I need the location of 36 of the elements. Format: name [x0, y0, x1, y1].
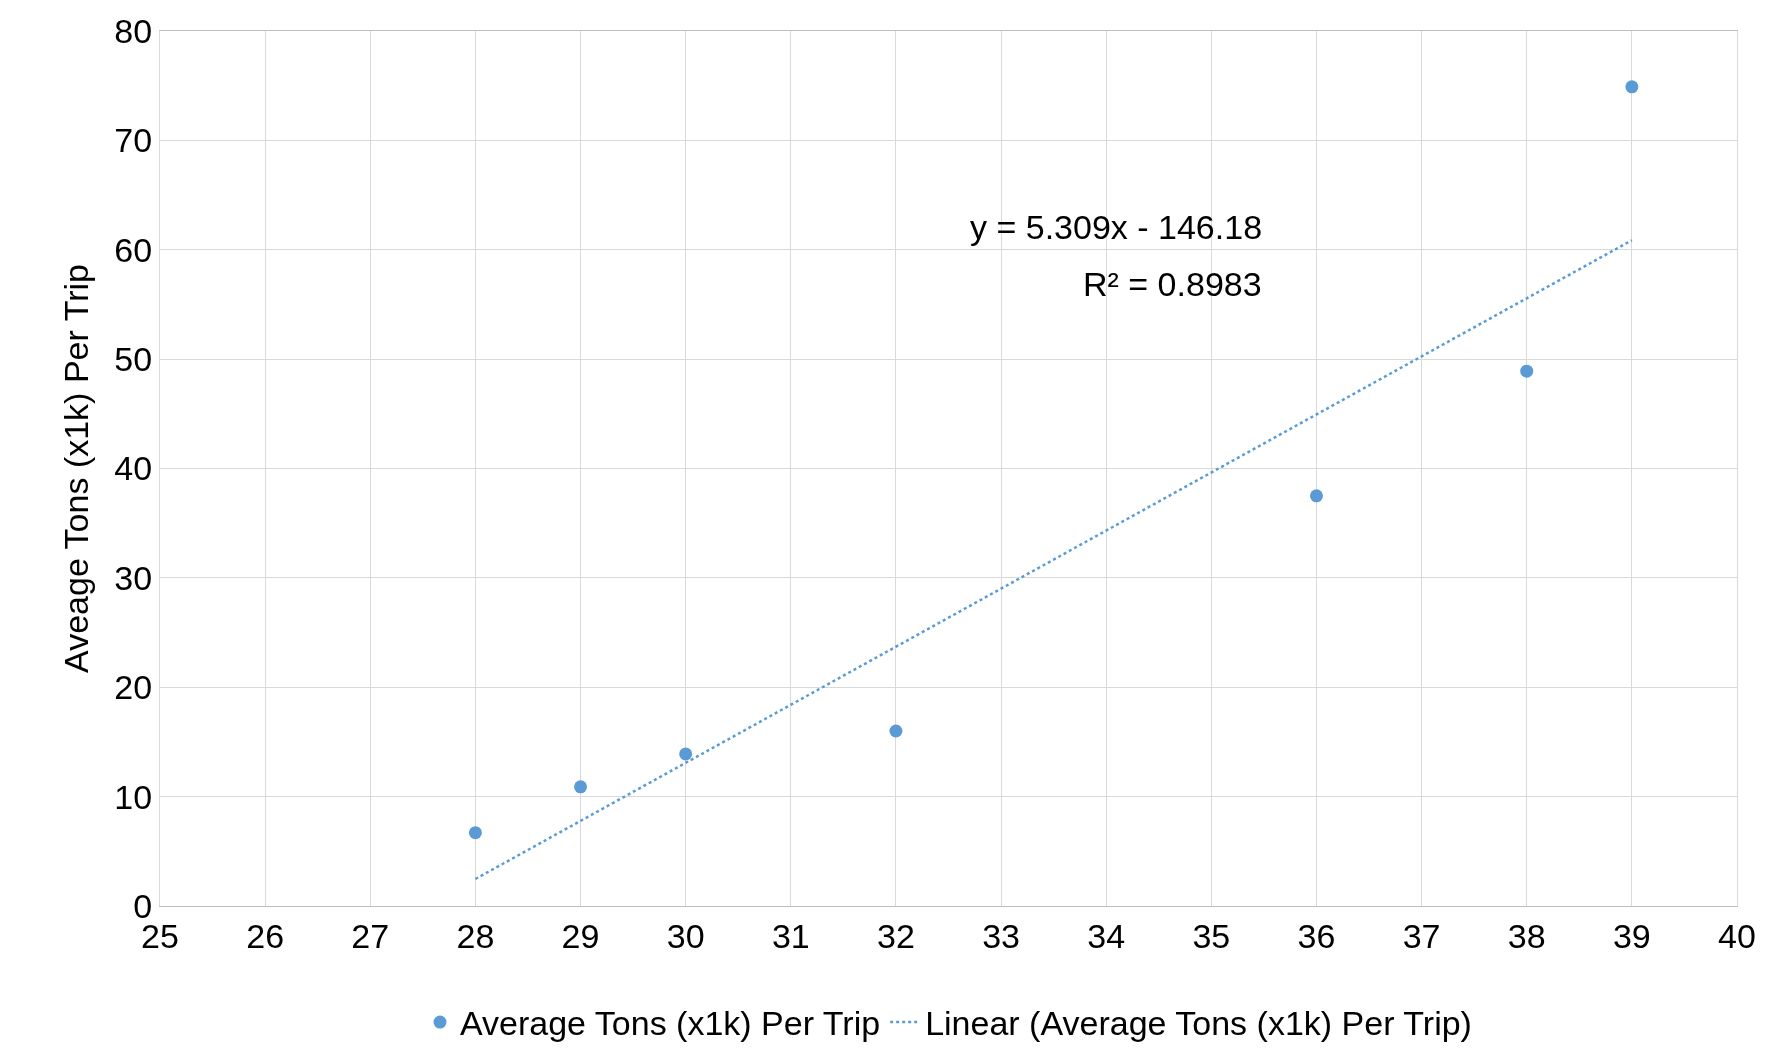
point: [1625, 80, 1639, 94]
y-tick-label: 70: [114, 121, 153, 160]
y-tick-label: 20: [114, 668, 153, 707]
y-axis-title: Aveage Tons (x1k) Per Trip: [56, 264, 95, 673]
x-tick-label: 34: [1087, 916, 1126, 955]
x-tick-label: 27: [351, 916, 390, 955]
x-tick-label: 30: [666, 916, 705, 955]
point: [1309, 489, 1323, 503]
point: [889, 724, 903, 738]
x-tick-label: 28: [456, 916, 495, 955]
annotation: R² = 0.8983: [1083, 265, 1262, 303]
x-tick-label: 31: [771, 916, 810, 955]
x-tick-label: 39: [1612, 916, 1651, 955]
y-tick-label: 50: [114, 340, 153, 379]
legend-label: Average Tons (x1k) Per Trip: [460, 1004, 881, 1043]
x-tick-label: 36: [1297, 916, 1336, 955]
y-tick-label: 0: [133, 886, 153, 925]
x-tick-label: 35: [1192, 916, 1231, 955]
x-tick-label: 40: [1718, 916, 1756, 955]
y-tick-label: 30: [114, 558, 153, 597]
x-tick-label: 29: [561, 916, 600, 955]
point: [679, 747, 693, 761]
y-tick-label: 10: [114, 777, 153, 816]
x-tick-label: 37: [1402, 916, 1441, 955]
y-tick-label: 80: [114, 11, 153, 50]
x-tick-label: 26: [246, 916, 285, 955]
annotation: y = 5.309x - 146.18: [970, 208, 1263, 246]
point: [1520, 364, 1534, 378]
point: [574, 780, 588, 794]
point: [468, 826, 482, 840]
y-tick-label: 60: [114, 230, 153, 269]
x-tick-label: 38: [1507, 916, 1546, 955]
x-tick-label: 33: [982, 916, 1020, 955]
y-tick-label: 40: [114, 449, 153, 488]
legend-label: Linear (Average Tons (x1k) Per Trip): [925, 1004, 1472, 1043]
x-tick-label: 32: [877, 916, 915, 955]
